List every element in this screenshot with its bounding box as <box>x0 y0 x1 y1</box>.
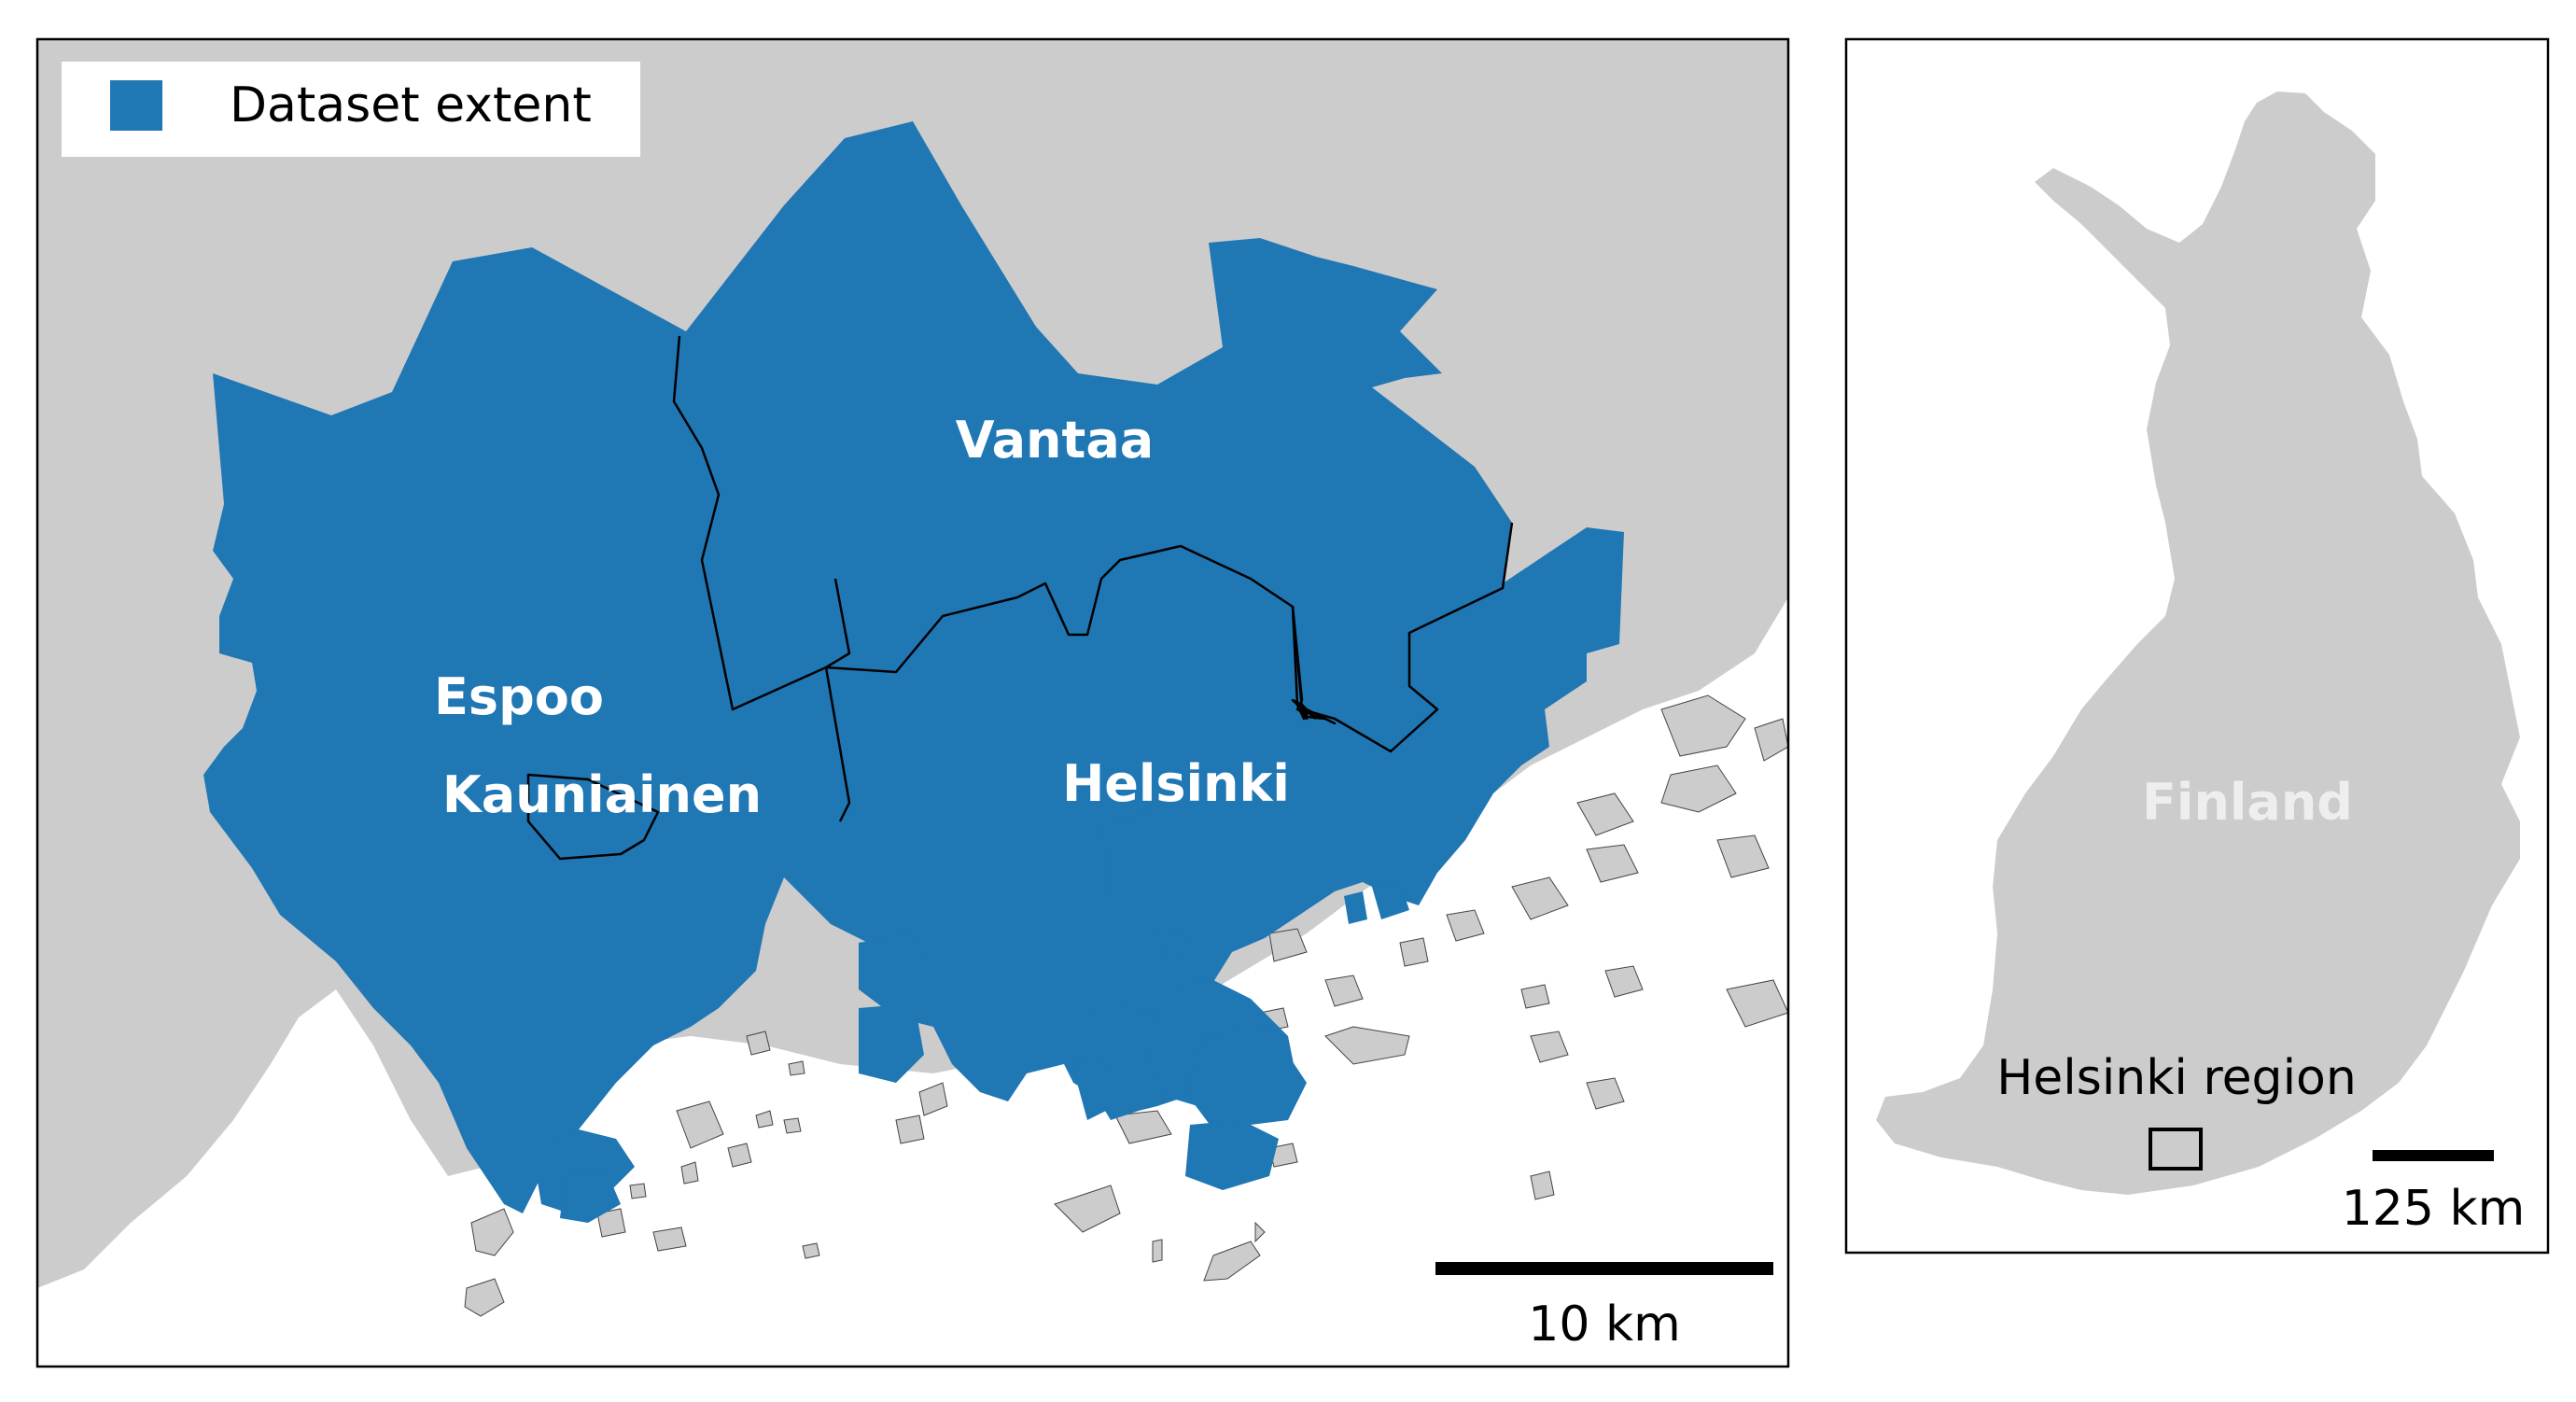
legend-entry: Dataset extent <box>230 77 592 133</box>
municipality-boundaries <box>526 335 1514 861</box>
main-scalebar-bar <box>1435 1262 1773 1275</box>
label-finland: Finland <box>2142 773 2353 832</box>
main-map: Espoo Kauniainen Vantaa Helsinki Dataset… <box>37 39 1788 1367</box>
inset-scalebar-label: 125 km <box>2342 1181 2526 1237</box>
main-map-frame <box>35 37 1790 1368</box>
label-espoo: Espoo <box>434 667 604 726</box>
label-helsinki-region: Helsinki region <box>1996 1050 2357 1106</box>
dataset-extent <box>203 121 1624 1213</box>
legend-swatch <box>110 80 162 131</box>
dataset-extent-islands <box>532 812 1409 1223</box>
inset-map: Finland Helsinki region 125 km <box>1846 39 2548 1253</box>
inset-scalebar-bar <box>2373 1150 2494 1161</box>
inset-map-frame <box>1844 37 2550 1255</box>
helsinki-region-box <box>2149 1128 2203 1171</box>
label-kauniainen: Kauniainen <box>442 765 762 824</box>
main-scalebar: 10 km <box>1435 1262 1773 1353</box>
main-scalebar-label: 10 km <box>1528 1297 1680 1353</box>
label-vantaa: Vantaa <box>956 411 1154 470</box>
islands <box>464 694 1788 1317</box>
label-helsinki: Helsinki <box>1062 754 1290 813</box>
legend: Dataset extent <box>62 62 640 157</box>
inset-scalebar: 125 km <box>2342 1150 2526 1237</box>
finland-shape <box>1876 91 2520 1195</box>
